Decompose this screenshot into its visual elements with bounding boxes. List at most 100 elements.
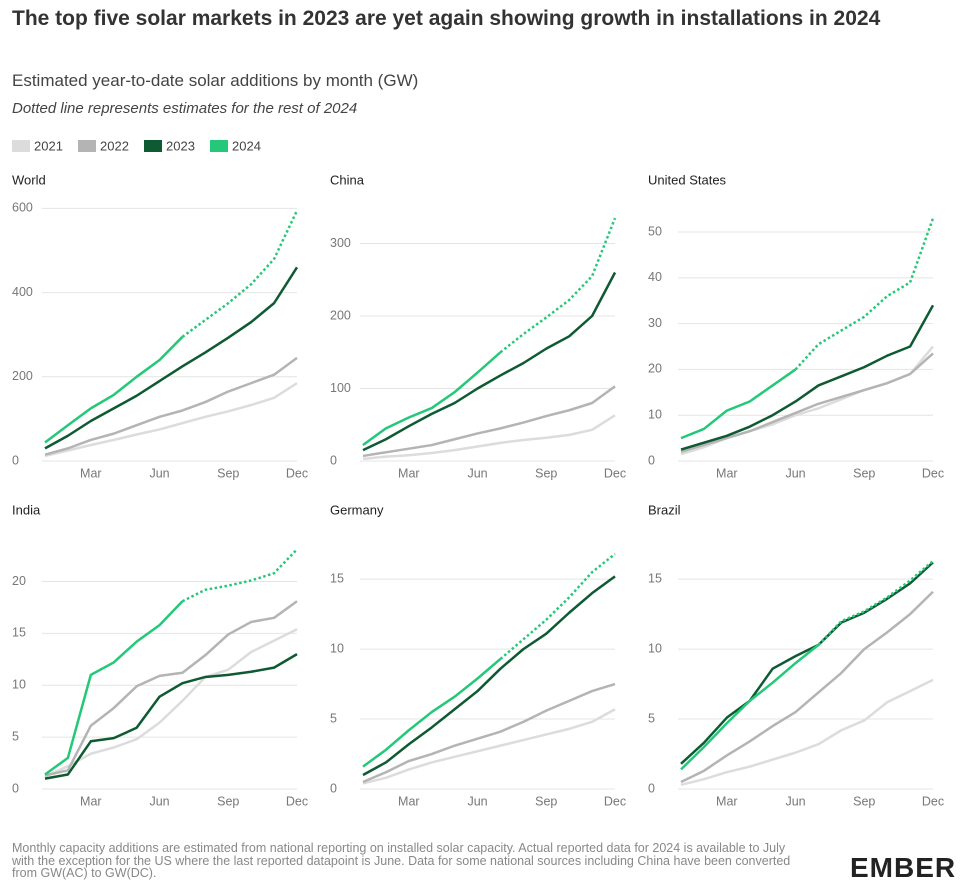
logo: EMBER — [850, 852, 957, 883]
legend-label: 2021 — [34, 138, 63, 153]
series-line — [362, 708, 616, 785]
series-line-estimate — [499, 553, 616, 660]
y-tick-label: 10 — [330, 641, 344, 655]
y-tick-label: 20 — [648, 362, 662, 376]
y-tick-label: 10 — [12, 678, 26, 692]
panel-title: Brazil — [648, 502, 681, 517]
x-tick-label: Jun — [467, 794, 487, 808]
series-line — [44, 335, 184, 444]
y-tick-label: 0 — [12, 781, 19, 795]
legend-label: 2024 — [232, 138, 261, 153]
series-line — [680, 590, 934, 784]
legend-swatch — [12, 140, 30, 152]
x-tick-label: Sep — [217, 794, 239, 808]
series-line-estimate — [794, 217, 935, 371]
x-tick-label: Jun — [467, 466, 487, 480]
y-tick-label: 0 — [330, 453, 337, 467]
y-tick-label: 15 — [330, 571, 344, 585]
series-line — [362, 657, 502, 768]
x-tick-label: Dec — [922, 794, 944, 808]
series-line — [680, 678, 934, 787]
legend-label: 2023 — [166, 138, 195, 153]
y-tick-label: 200 — [330, 308, 351, 322]
x-tick-label: Sep — [535, 466, 557, 480]
series-line — [44, 653, 298, 780]
legend-swatch — [78, 140, 96, 152]
page-title: The top five solar markets in 2023 are y… — [12, 7, 881, 30]
series-line — [362, 414, 616, 461]
footnote: Monthly capacity additions are estimated… — [12, 841, 791, 880]
series-line — [44, 600, 184, 776]
y-tick-label: 15 — [12, 626, 26, 640]
panel-title: Germany — [330, 502, 384, 517]
y-tick-label: 0 — [330, 781, 337, 795]
x-tick-label: Mar — [398, 466, 420, 480]
x-tick-label: Dec — [286, 794, 308, 808]
y-tick-label: 10 — [648, 408, 662, 422]
x-tick-label: Mar — [80, 466, 102, 480]
series-line — [680, 643, 820, 771]
panel-title: China — [330, 172, 365, 187]
series-line — [362, 385, 616, 458]
series-line — [362, 575, 616, 777]
x-tick-label: Jun — [149, 794, 169, 808]
panel-title: India — [12, 502, 41, 517]
series-line — [362, 351, 502, 447]
legend-label: 2022 — [100, 138, 129, 153]
x-tick-label: Sep — [853, 794, 875, 808]
series-line — [680, 304, 935, 451]
y-tick-label: 20 — [12, 574, 26, 588]
x-tick-label: Sep — [853, 466, 875, 480]
x-tick-label: Dec — [604, 794, 626, 808]
series-line — [44, 382, 298, 458]
subtitle: Estimated year-to-date solar additions b… — [12, 71, 419, 90]
legend-swatch — [210, 140, 228, 152]
y-tick-label: 5 — [12, 729, 19, 743]
series-line — [44, 356, 298, 456]
y-tick-label: 15 — [648, 571, 662, 585]
series-line — [44, 266, 299, 450]
x-tick-label: Dec — [922, 466, 944, 480]
y-tick-label: 5 — [330, 711, 337, 725]
y-tick-label: 100 — [330, 381, 351, 395]
x-tick-label: Mar — [716, 466, 738, 480]
y-tick-label: 400 — [12, 285, 33, 299]
series-line — [680, 368, 797, 440]
series-line — [44, 600, 298, 777]
series-line-estimate — [499, 217, 617, 354]
series-line — [680, 352, 934, 454]
y-tick-label: 200 — [12, 369, 33, 383]
series-line — [44, 628, 298, 778]
series-line — [362, 682, 616, 784]
y-tick-label: 40 — [648, 270, 662, 284]
x-tick-label: Dec — [604, 466, 626, 480]
x-tick-label: Sep — [535, 794, 557, 808]
y-tick-label: 300 — [330, 236, 351, 250]
y-tick-label: 0 — [648, 781, 655, 795]
x-tick-label: Jun — [785, 466, 805, 480]
y-tick-label: 600 — [12, 201, 33, 215]
x-tick-label: Sep — [217, 466, 239, 480]
series-line-estimate — [817, 560, 934, 646]
x-tick-label: Mar — [716, 794, 738, 808]
x-tick-label: Mar — [80, 794, 102, 808]
y-tick-label: 0 — [648, 453, 655, 467]
panel-title: United States — [648, 172, 727, 187]
series-line-estimate — [181, 548, 298, 603]
series-line — [680, 561, 934, 765]
panel-title: World — [12, 172, 46, 187]
y-tick-label: 50 — [648, 224, 662, 238]
x-tick-label: Mar — [398, 794, 420, 808]
y-tick-label: 30 — [648, 316, 662, 330]
series-line-estimate — [181, 209, 299, 338]
x-tick-label: Jun — [149, 466, 169, 480]
x-tick-label: Jun — [785, 794, 805, 808]
series-line — [362, 271, 617, 452]
y-tick-label: 5 — [648, 711, 655, 725]
y-tick-label: 0 — [12, 453, 19, 467]
note: Dotted line represents estimates for the… — [12, 100, 358, 117]
y-tick-label: 10 — [648, 641, 662, 655]
legend-swatch — [144, 140, 162, 152]
